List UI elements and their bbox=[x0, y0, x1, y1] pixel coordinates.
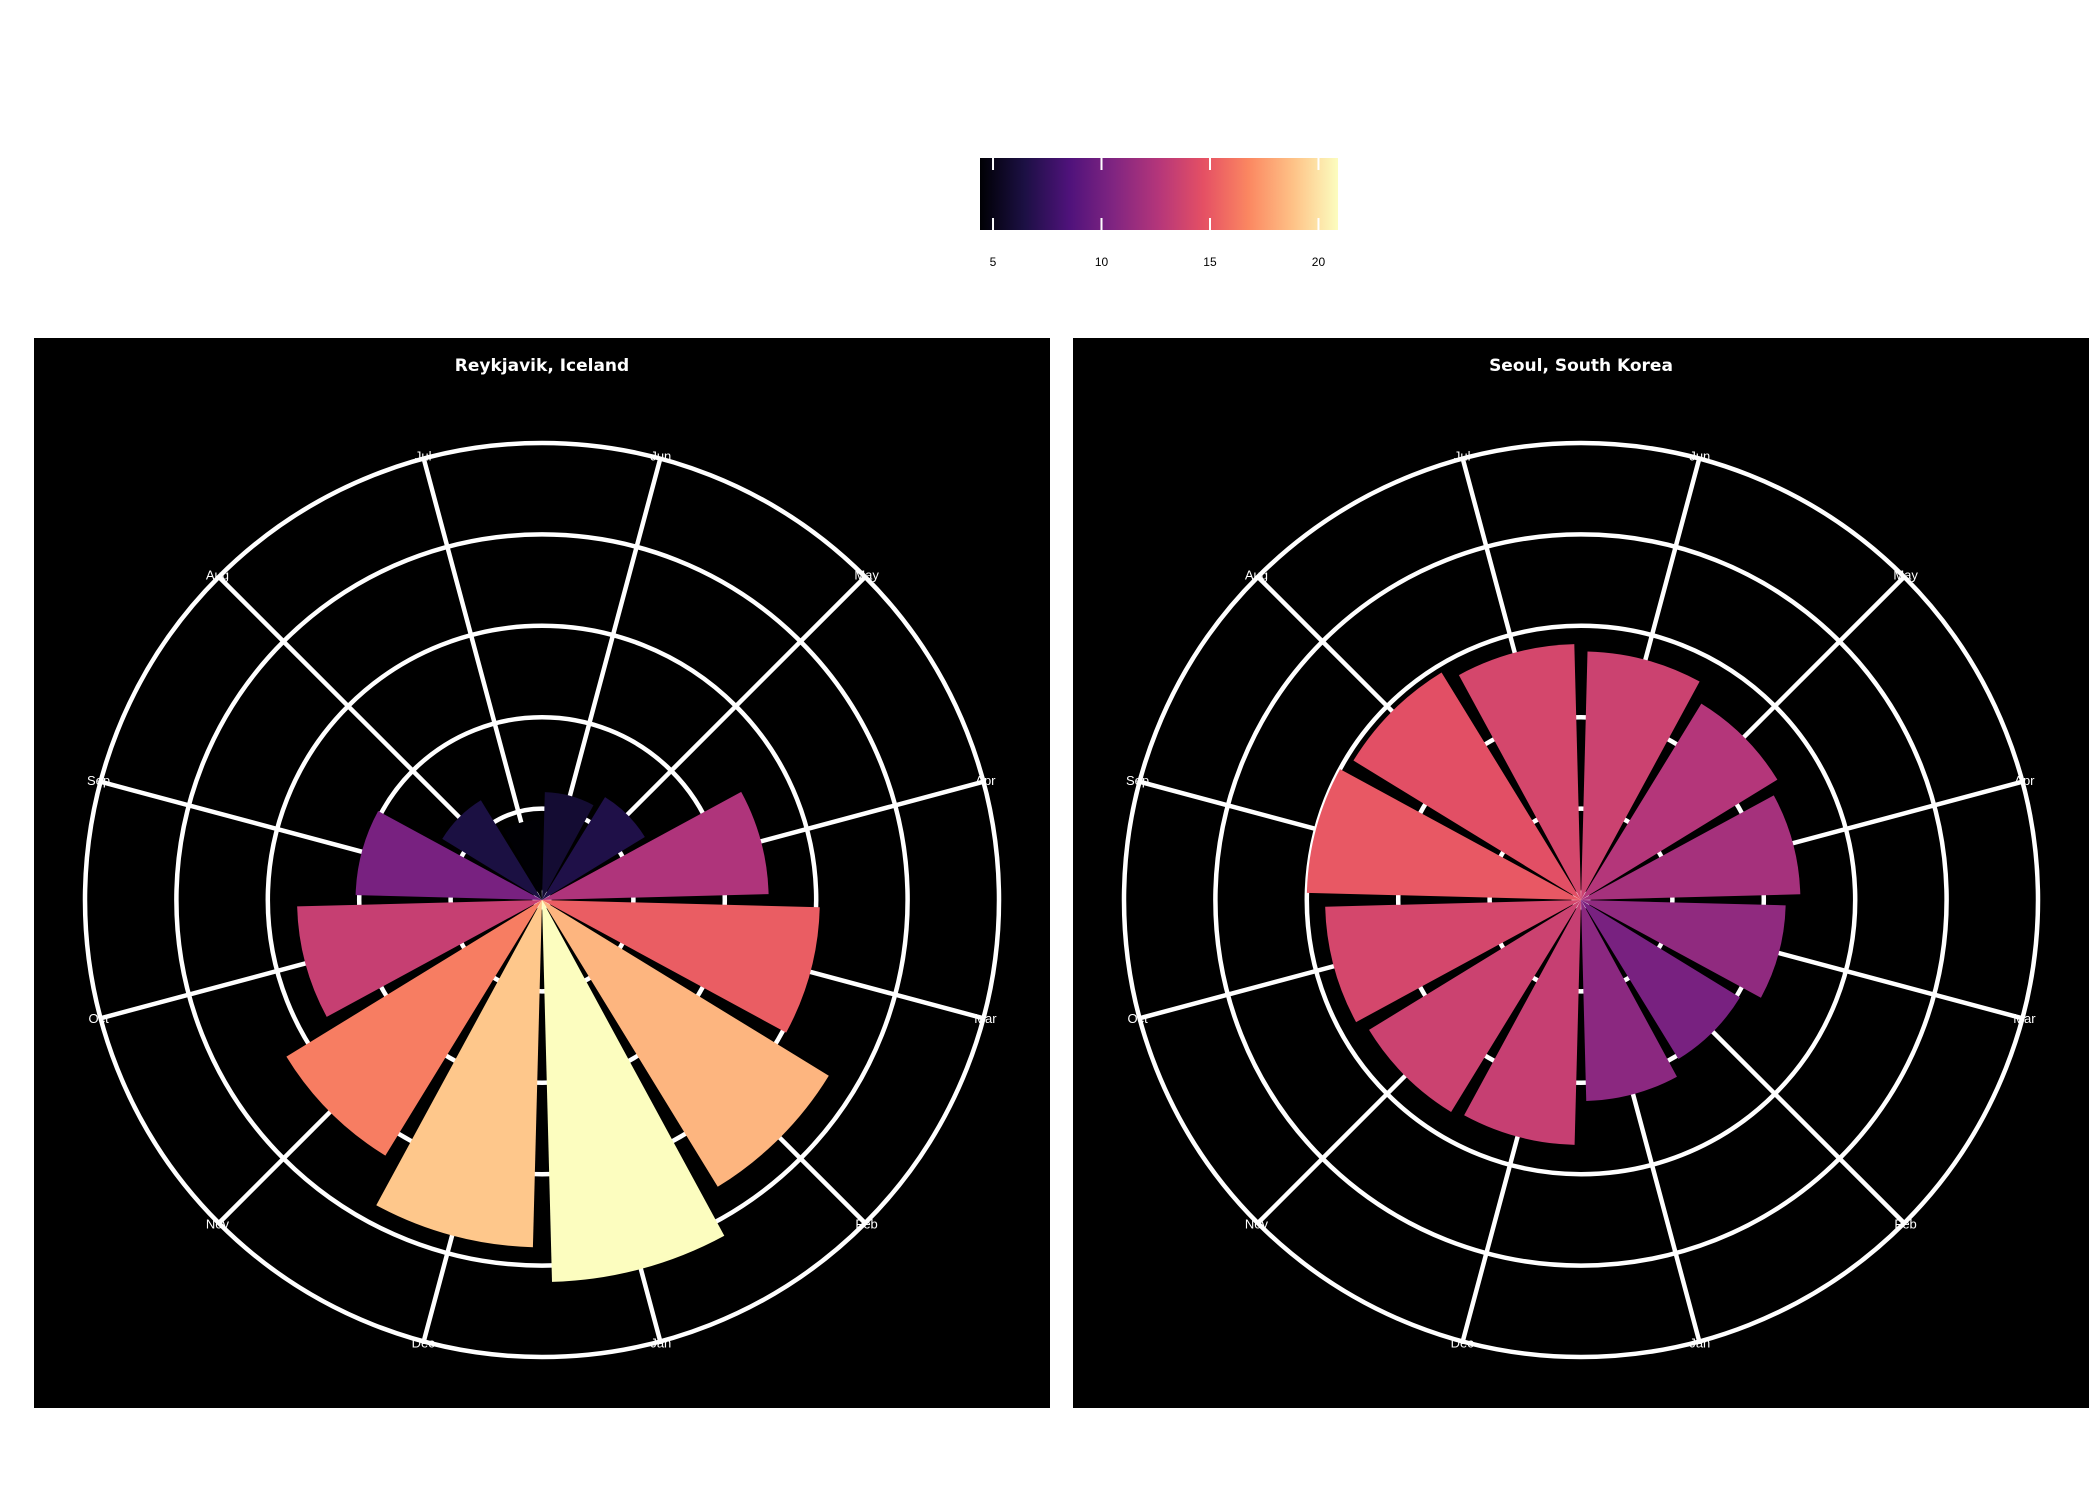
bar-sep bbox=[1306, 769, 1581, 900]
bar-may bbox=[1581, 703, 1778, 900]
month-label: Jul bbox=[415, 449, 432, 464]
grid-circle bbox=[1213, 532, 1949, 1268]
month-label: Aug bbox=[1245, 567, 1268, 582]
bar-jun bbox=[1581, 651, 1700, 900]
month-label: Oct bbox=[1127, 1011, 1148, 1026]
grid-circle bbox=[265, 623, 819, 1177]
month-label: Apr bbox=[975, 773, 996, 788]
bar-jul bbox=[503, 819, 542, 900]
month-label: Feb bbox=[855, 1217, 877, 1232]
month-label: Dec bbox=[412, 1335, 436, 1350]
bar-feb bbox=[542, 900, 829, 1187]
bar-nov bbox=[286, 900, 542, 1156]
month-label: Apr bbox=[2014, 773, 2035, 788]
bars bbox=[1306, 644, 1801, 1145]
bar-jan bbox=[542, 900, 725, 1282]
bar-apr bbox=[1581, 795, 1801, 900]
bar-mar bbox=[1581, 900, 1786, 998]
polar-chart: Jan Feb Mar Apr May Jun Jul Aug Sep Oct Nov Dec bbox=[82, 440, 1002, 1360]
chart-panel-seoul: Seoul, South Korea Jan Feb Mar Apr May Jun Jul… bbox=[1073, 338, 2089, 1408]
month-label: May bbox=[1893, 567, 1918, 582]
bar-nov bbox=[1369, 900, 1581, 1112]
bar-oct bbox=[297, 900, 542, 1017]
colorbar-tick-label: 15 bbox=[1203, 255, 1217, 269]
month-label: Jun bbox=[1689, 449, 1710, 464]
month-label: Jan bbox=[650, 1335, 671, 1350]
month-label: Oct bbox=[88, 1011, 109, 1026]
month-label: Mar bbox=[974, 1011, 997, 1026]
grid-circle bbox=[448, 806, 636, 994]
grid-circle bbox=[82, 440, 1002, 1360]
month-label: Nov bbox=[1245, 1217, 1269, 1232]
bars bbox=[286, 791, 829, 1282]
bar-apr bbox=[542, 791, 769, 900]
colorbar-tick-label: 20 bbox=[1312, 255, 1326, 269]
chart-title: Reykjavik, Iceland bbox=[454, 356, 630, 376]
month-label: Sep bbox=[1126, 773, 1149, 788]
chart-panel-reykjavik: Reykjavik, Iceland Jan Feb Mar Apr May Jun Jul… bbox=[34, 338, 1050, 1408]
bar-oct bbox=[1325, 900, 1581, 1023]
colorbar-tick-label: 5 bbox=[990, 255, 997, 269]
grid-circle bbox=[1304, 623, 1858, 1177]
month-label: Mar bbox=[2013, 1011, 2036, 1026]
bar-feb bbox=[1581, 900, 1740, 1059]
polar-chart: Jan Feb Mar Apr May Jun Jul Aug Sep Oct Nov Dec bbox=[1121, 440, 2041, 1360]
grid-circle bbox=[1395, 714, 1767, 1086]
month-label: Jun bbox=[650, 449, 671, 464]
month-label: Feb bbox=[1894, 1217, 1916, 1232]
bar-dec bbox=[376, 900, 542, 1248]
colorbar-tick-label: 10 bbox=[1095, 255, 1109, 269]
bar-sep bbox=[355, 811, 542, 900]
bar-aug bbox=[442, 800, 542, 900]
month-label: Sep bbox=[87, 773, 110, 788]
bar-jun bbox=[542, 792, 594, 900]
bar-mar bbox=[542, 900, 820, 1033]
bar-aug bbox=[1353, 672, 1581, 900]
bar-jul bbox=[1458, 644, 1581, 900]
month-labels: Jan Feb Mar Apr May Jun Jul Aug Sep Oct Nov Dec bbox=[87, 449, 997, 1351]
bar-jan bbox=[1581, 900, 1677, 1102]
grid-circle bbox=[174, 532, 910, 1268]
bar-may bbox=[542, 797, 645, 900]
colorbar-legend: 5 10 15 20 bbox=[980, 158, 1338, 269]
grid-circle bbox=[356, 714, 728, 1086]
grid-circle bbox=[1487, 806, 1675, 994]
colorbar-gradient bbox=[980, 158, 1338, 230]
chart-title: Seoul, South Korea bbox=[1489, 356, 1673, 376]
month-label: Jul bbox=[1454, 449, 1471, 464]
month-labels: Jan Feb Mar Apr May Jun Jul Aug Sep Oct Nov Dec bbox=[1126, 449, 2036, 1351]
month-label: Nov bbox=[206, 1217, 230, 1232]
bar-dec bbox=[1464, 900, 1581, 1145]
grid-circle bbox=[1121, 440, 2041, 1360]
month-label: Jan bbox=[1689, 1335, 1710, 1350]
month-label: Aug bbox=[206, 567, 229, 582]
month-label: May bbox=[854, 567, 879, 582]
month-label: Dec bbox=[1451, 1335, 1475, 1350]
